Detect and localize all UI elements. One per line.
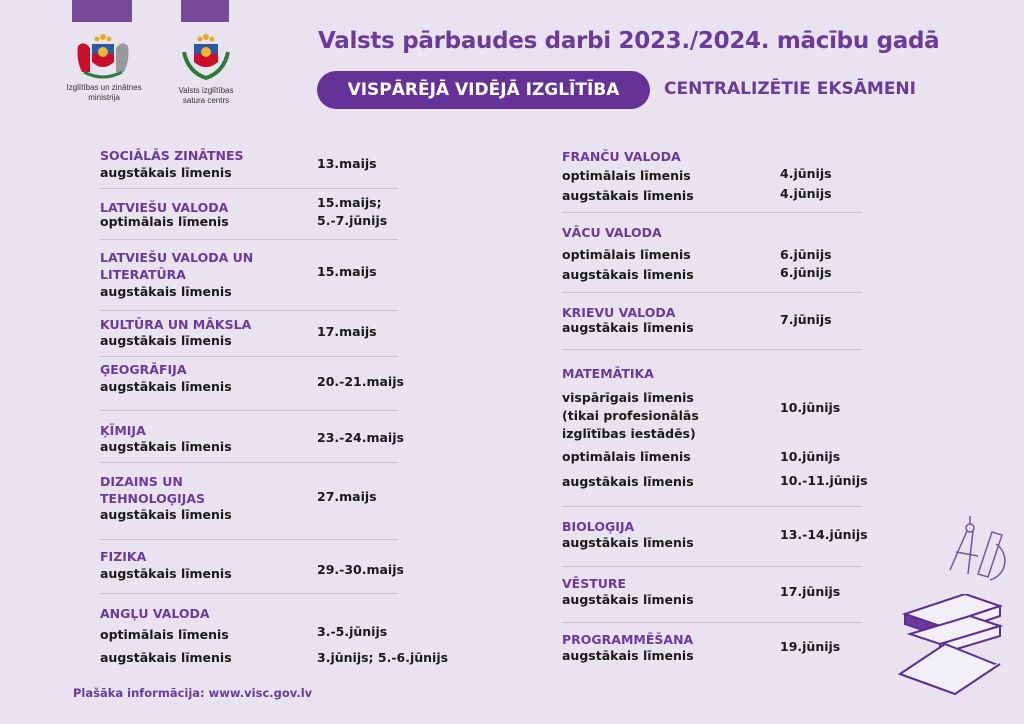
exam-level: augstākais līmenis [100,650,232,665]
exam-type-heading: CENTRALIZĒTIE EKSĀMENI [664,79,916,99]
subject-title: KULTŪRA UN MĀKSLA [100,317,252,332]
section-divider [562,292,862,293]
section-divider [562,622,862,623]
ministry-caption: Izglītības un zinātnes ministrija [66,83,142,102]
exam-date: 10.jūnijs [780,449,841,464]
decor-bar [72,0,132,22]
exam-level: augstākais līmenis [562,592,694,607]
exam-date: 4.jūnijs [780,166,832,181]
exam-date: 17.jūnijs [780,584,841,599]
exam-level: augstākais līmenis [562,188,694,203]
exam-level: augstākais līmenis [100,507,232,522]
compass-ruler-icon [949,516,1006,581]
exam-level: augstākais līmenis [562,648,694,663]
exam-date: 6.jūnijs [780,247,832,262]
more-info-link[interactable]: Plašāka informācija: www.visc.gov.lv [73,686,313,700]
page-title: Valsts pārbaudes darbi 2023./2024. mācīb… [318,28,940,54]
section-divider [100,593,398,594]
exam-level: augstākais līmenis [562,474,694,489]
section-divider [100,539,398,540]
section-divider [562,566,862,567]
exam-date: 10.-11.jūnijs [780,473,868,488]
exam-level: optimālais līmenis [100,214,229,229]
exam-level: augstākais līmenis [100,284,232,299]
section-divider [562,506,862,507]
exam-level: augstākais līmenis [100,379,232,394]
exam-level: vispārīgais līmenis (tikai profesionālās… [562,390,699,441]
exam-date: 3.-5.jūnijs [317,624,388,639]
exam-date: 17.maijs [317,324,377,339]
subject-title: PROGRAMMĒŠANA [562,632,694,647]
exam-date: 3.jūnijs; 5.-6.jūnijs [317,650,449,665]
subject-title: ĶĪMIJA [100,423,146,438]
visc-caption: Valsts izglītības satura centrs [178,86,234,105]
exam-date: 7.jūnijs [780,312,832,327]
exam-date: 20.-21.maijs [317,374,404,389]
section-divider [100,356,398,357]
section-divider [100,462,398,463]
exam-date: 13.-14.jūnijs [780,527,868,542]
exam-level: optimālais līmenis [100,627,229,642]
subject-title: VĒSTURE [562,576,627,591]
section-divider [100,310,398,311]
section-divider [100,410,398,411]
exam-date: 10.jūnijs [780,400,841,415]
subject-title: FIZIKA [100,549,147,564]
decor-bar [181,0,229,22]
subject-title: VĀCU VALODA [562,225,662,240]
exam-level: augstākais līmenis [562,535,694,550]
exam-level: augstākais līmenis [100,566,232,581]
exam-level: augstākais līmenis [100,439,232,454]
subject-title: ANGĻU VALODA [100,606,210,621]
section-divider [100,188,398,189]
exam-level: optimālais līmenis [562,247,691,262]
subject-title: ĢEOGRĀFIJA [100,362,187,377]
exam-level: augstākais līmenis [100,333,232,348]
subject-title: MATEMĀTIKA [562,366,654,381]
subject-title: DIZAINS UN TEHNOLOĢIJAS [100,474,205,506]
section-divider [562,212,862,213]
subject-title: KRIEVU VALODA [562,305,676,320]
exam-date: 27.maijs [317,489,377,504]
ministry-coat-of-arms-logo [77,34,129,79]
subject-title: LATVIEŠU VALODA [100,200,229,215]
exam-level: augstākais līmenis [562,320,694,335]
exam-date: 15.maijs [317,264,377,279]
exam-date: 19.jūnijs [780,639,841,654]
subject-title: BIOLOĢIJA [562,519,635,534]
exam-level: augstākais līmenis [100,165,232,180]
exam-date: 6.jūnijs [780,265,832,280]
subject-title: LATVIEŠU VALODA UN LITERATŪRA [100,250,254,282]
exam-date: 23.-24.maijs [317,430,404,445]
section-divider [562,349,862,350]
exam-level: optimālais līmenis [562,168,691,183]
exam-date: 13.maijs [317,156,377,171]
exam-date: 4.jūnijs [780,186,832,201]
exam-date: 15.maijs; 5.-7.jūnijs [317,195,388,228]
subject-title: SOCIĀLĀS ZINĀTNES [100,148,244,163]
books-icon [897,594,1004,696]
exam-level: augstākais līmenis [562,267,694,282]
section-divider [100,239,398,240]
exam-date: 29.-30.maijs [317,562,404,577]
visc-coat-of-arms-logo [182,34,230,81]
education-level-badge: VISPĀRĒJĀ VIDĒJĀ IZGLĪTĪBA [317,71,650,109]
exam-level: optimālais līmenis [562,449,691,464]
subject-title: FRANČU VALODA [562,149,681,164]
